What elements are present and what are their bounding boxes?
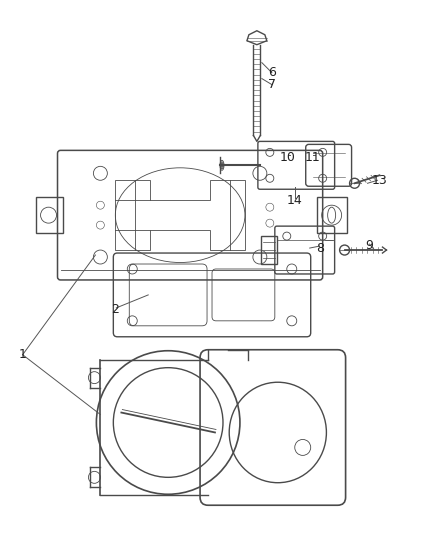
Text: 11: 11 <box>305 151 321 164</box>
Text: 1: 1 <box>19 348 27 361</box>
Text: 6: 6 <box>268 66 276 79</box>
Text: 10: 10 <box>280 151 296 164</box>
Text: 9: 9 <box>366 239 374 252</box>
Text: 7: 7 <box>268 78 276 91</box>
Text: 8: 8 <box>316 241 324 255</box>
Bar <box>317 197 346 233</box>
Text: 14: 14 <box>287 193 303 207</box>
Text: 2: 2 <box>111 303 119 317</box>
Bar <box>261 236 277 264</box>
Text: 13: 13 <box>371 174 387 187</box>
Bar <box>35 197 64 233</box>
